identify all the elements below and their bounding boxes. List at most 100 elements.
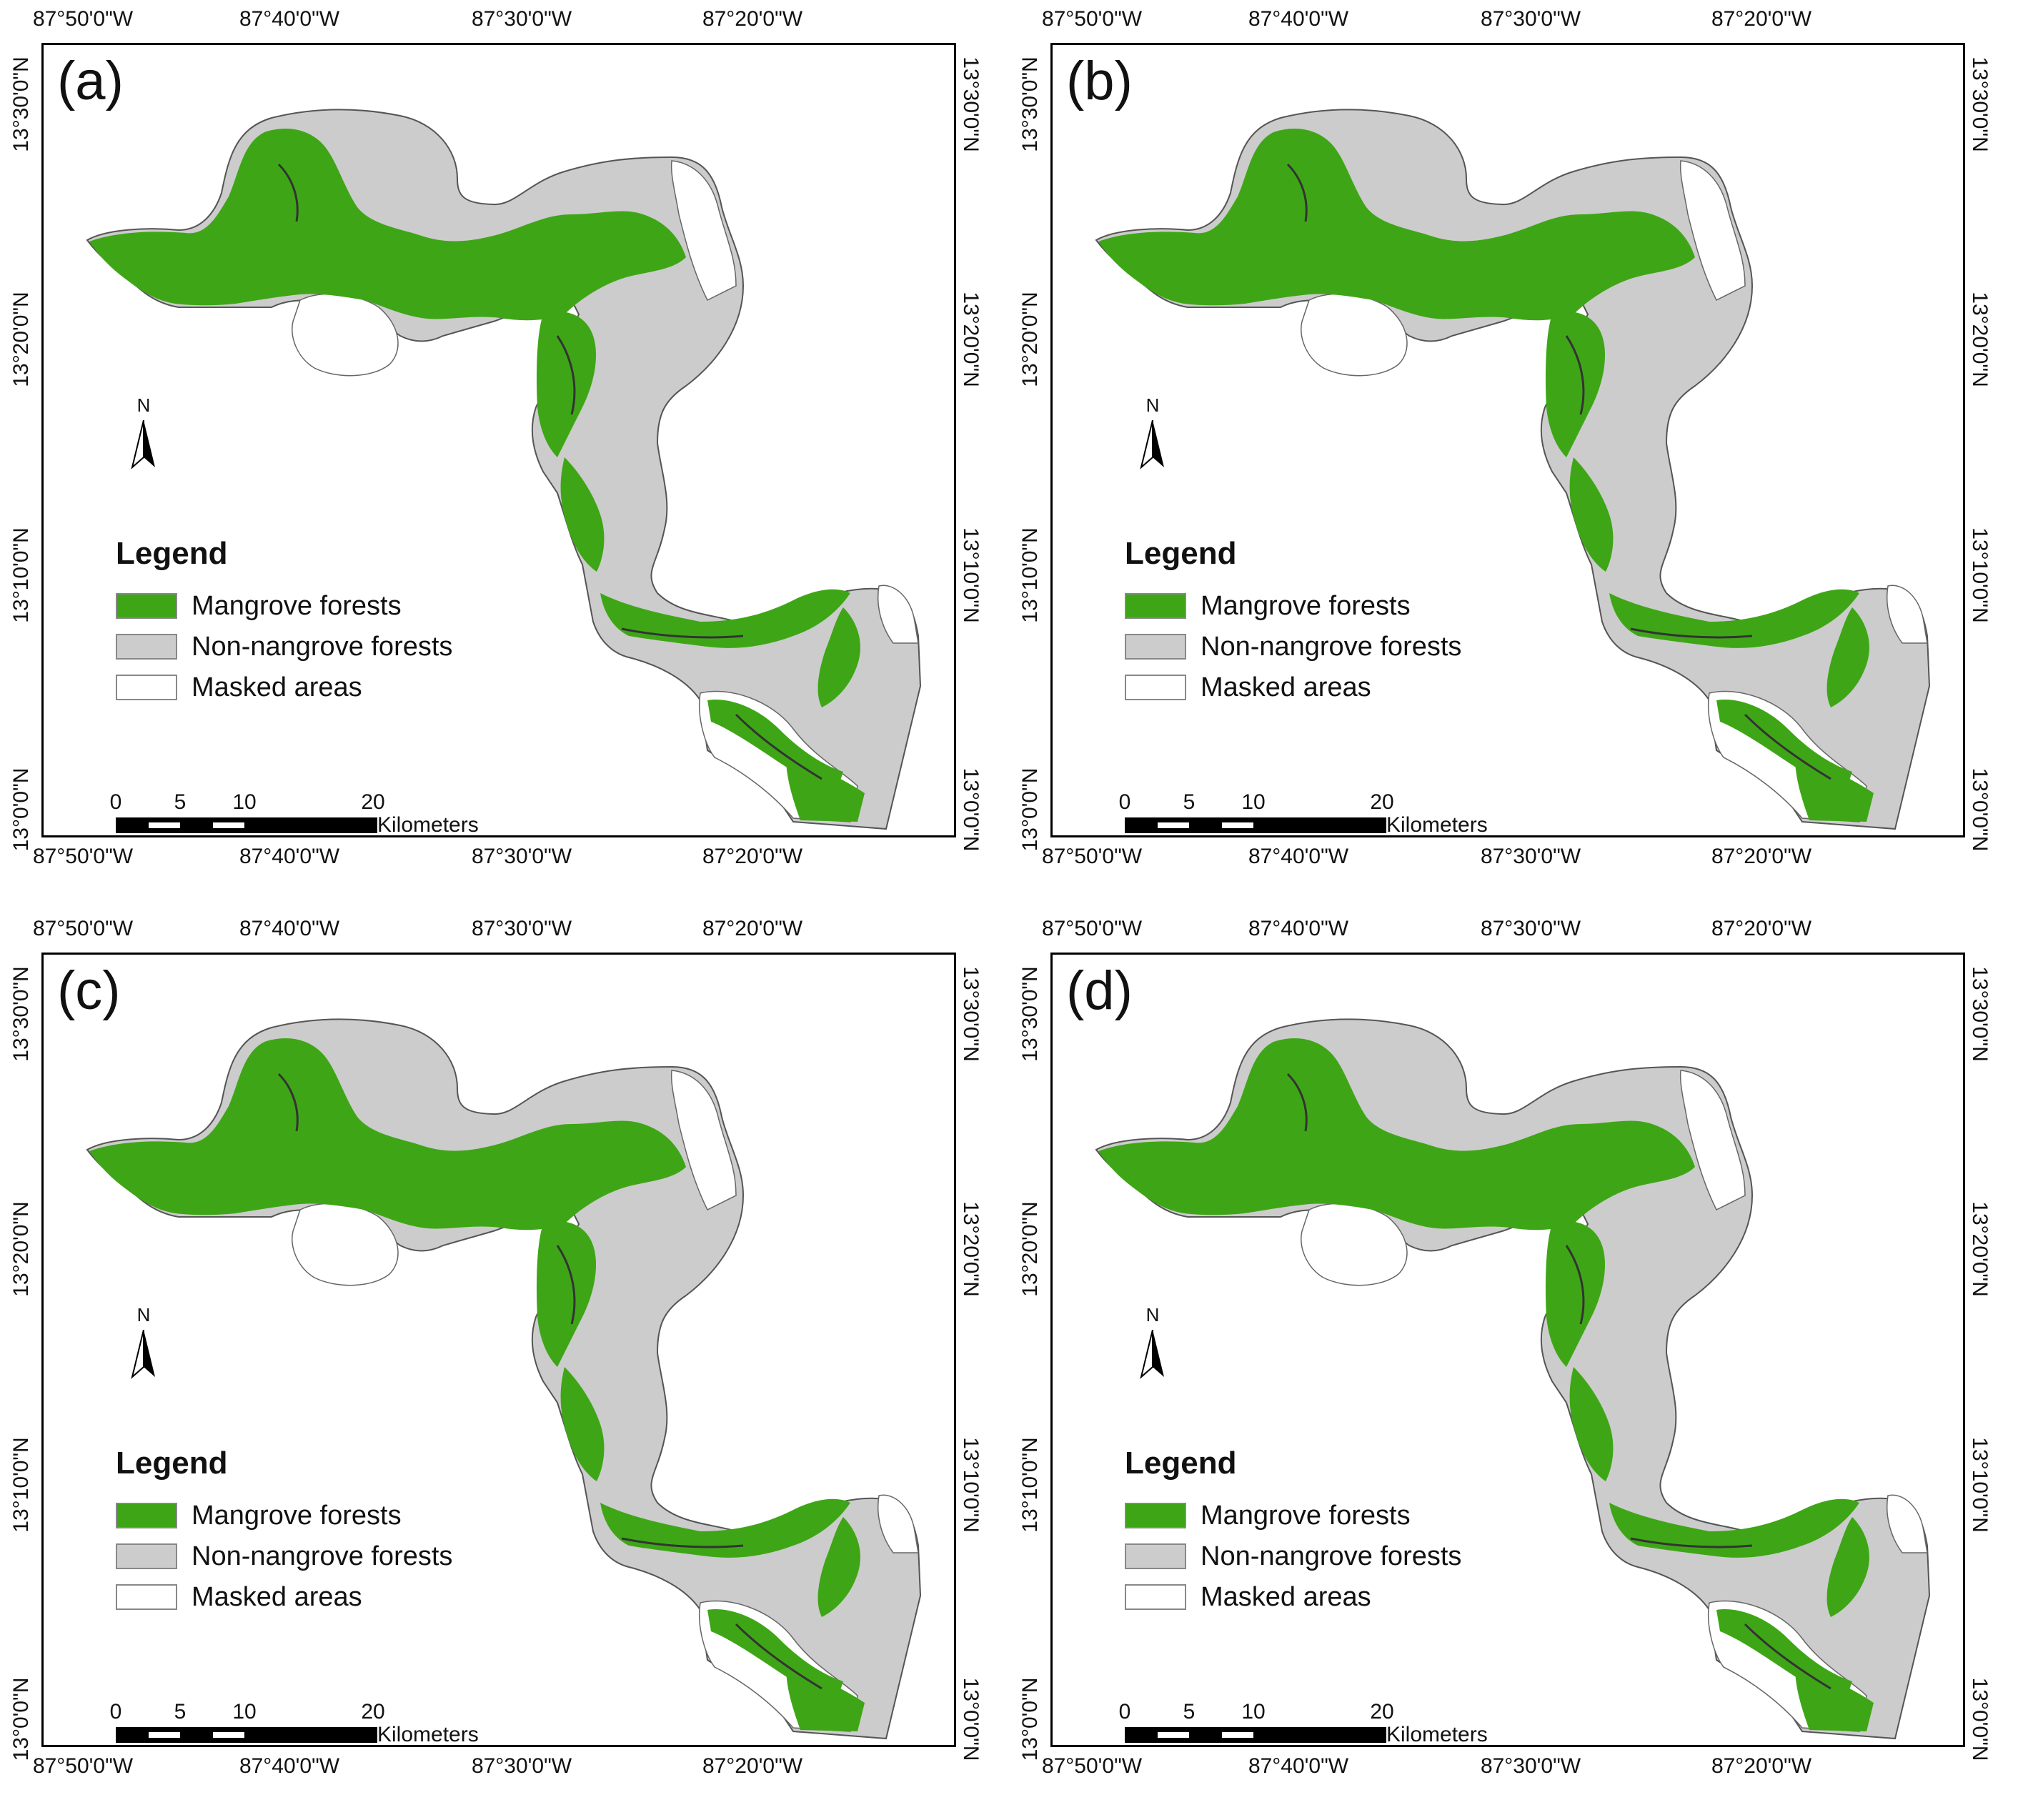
scale-tick: 5: [174, 1700, 187, 1724]
legend-item-non-mangrove: Non-nangrove forests: [116, 1541, 452, 1572]
legend-swatch: [116, 1543, 177, 1569]
lon-tick-top: 87°30'0"W: [1480, 917, 1581, 940]
scale-tick: 10: [1241, 790, 1266, 814]
masked-area: [877, 585, 919, 644]
lon-tick-bottom: 87°20'0"W: [702, 1754, 803, 1778]
study-area-outline: [1095, 109, 1931, 830]
legend-item-masked: Masked areas: [116, 672, 362, 703]
mangrove-patch: [1609, 1498, 1859, 1558]
lon-tick-bottom: 87°40'0"W: [239, 1754, 340, 1778]
lon-tick-top: 87°40'0"W: [1248, 7, 1349, 31]
scale-tick: 20: [1370, 1700, 1394, 1724]
legend-title: Legend: [1125, 1446, 1237, 1481]
mangrove-patch: [89, 1038, 686, 1230]
mangrove-patch: [817, 1517, 860, 1617]
lon-tick-top: 87°30'0"W: [471, 7, 572, 31]
scale-tick: 10: [232, 1700, 257, 1724]
lon-tick-top: 87°30'0"W: [471, 917, 572, 940]
north-label: N: [136, 1304, 151, 1326]
legend-label: Masked areas: [192, 1581, 362, 1612]
north-arrow-icon: [1140, 419, 1164, 469]
scale-bar-graphic: [116, 817, 377, 833]
scale-tick: 10: [1241, 1700, 1266, 1724]
legend-swatch: [1125, 593, 1186, 619]
mangrove-patch: [536, 1221, 597, 1367]
north-label: N: [136, 394, 151, 416]
river-channel: [1286, 1073, 1831, 1690]
scale-tick: 0: [109, 790, 122, 814]
scale-bar-graphic: [1125, 817, 1386, 833]
lon-tick-top: 87°50'0"W: [1041, 917, 1143, 940]
legend-swatch: [116, 1584, 177, 1610]
map-panel-3: 87°50'0"W 87°40'0"W 87°30'0"W 87°20'0"W …: [0, 910, 1009, 1819]
lon-tick-top: 87°50'0"W: [32, 7, 134, 31]
mangrove-patch: [1795, 757, 1874, 822]
scale-tick: 20: [361, 790, 385, 814]
mangrove-patch: [786, 757, 865, 822]
mangrove-patch: [786, 1667, 865, 1731]
mangrove-patch: [1569, 457, 1614, 572]
scale-tick: 5: [1183, 1700, 1196, 1724]
lon-tick-bottom: 87°30'0"W: [471, 1754, 572, 1778]
study-area-map: [1095, 109, 1931, 830]
mangrove-patch: [1545, 312, 1606, 457]
river-channel: [1286, 163, 1831, 780]
mangrove-patch: [269, 165, 312, 234]
mangrove-patch: [1569, 1367, 1614, 1481]
masked-area: [1679, 160, 1746, 302]
legend-label: Masked areas: [1201, 1581, 1371, 1612]
legend-item-masked: Masked areas: [1125, 1581, 1371, 1613]
north-label: N: [1145, 1304, 1160, 1326]
legend-swatch: [1125, 1543, 1186, 1569]
scale-bar-graphic: [1125, 1727, 1386, 1743]
masked-area: [1886, 1494, 1928, 1553]
mangrove-patch: [1795, 1667, 1874, 1731]
scale-tick: 0: [1118, 1700, 1131, 1724]
lon-tick-bottom: 87°30'0"W: [1480, 845, 1581, 868]
legend-item-mangrove: Mangrove forests: [116, 1500, 402, 1531]
lon-tick-top: 87°20'0"W: [702, 7, 803, 31]
north-arrow: N: [1138, 1304, 1167, 1383]
mangrove-patch: [1609, 589, 1859, 648]
legend-item-mangrove: Mangrove forests: [116, 590, 402, 622]
scale-tick: 20: [1370, 790, 1394, 814]
panel-label: (b): [1066, 51, 1133, 111]
scale-bar-graphic: [116, 1727, 377, 1743]
north-arrow: N: [129, 394, 158, 474]
masked-area: [670, 160, 737, 302]
legend-swatch: [116, 1503, 177, 1528]
study-area-outline: [86, 109, 922, 830]
mangrove-patch: [269, 1075, 312, 1144]
north-arrow-icon: [131, 1329, 155, 1379]
mangrove-patch: [1098, 1038, 1695, 1230]
legend-swatch: [1125, 675, 1186, 700]
legend-item-mangrove: Mangrove forests: [1125, 590, 1411, 622]
legend-item-masked: Masked areas: [116, 1581, 362, 1613]
lon-tick-top: 87°20'0"W: [1711, 917, 1812, 940]
north-arrow: N: [129, 1304, 158, 1383]
mangrove-patch: [89, 129, 686, 321]
river-channel: [277, 1073, 822, 1690]
north-label: N: [1145, 394, 1160, 416]
legend-label: Mangrove forests: [192, 1500, 402, 1531]
legend-label: Non-nangrove forests: [1201, 1541, 1462, 1571]
lon-tick-bottom: 87°50'0"W: [1041, 845, 1143, 868]
legend-label: Non-nangrove forests: [192, 1541, 453, 1571]
scale-unit: Kilometers: [377, 813, 479, 837]
lon-tick-bottom: 87°40'0"W: [1248, 1754, 1349, 1778]
legend-swatch: [116, 593, 177, 619]
mangrove-patch: [600, 1498, 850, 1558]
legend-swatch: [116, 634, 177, 660]
legend-swatch: [1125, 1503, 1186, 1528]
map-panel-1: 87°50'0"W 87°40'0"W 87°30'0"W 87°20'0"W …: [0, 0, 1009, 910]
lon-tick-bottom: 87°30'0"W: [1480, 1754, 1581, 1778]
north-arrow-icon: [1140, 1329, 1164, 1379]
legend-item-non-mangrove: Non-nangrove forests: [1125, 1541, 1461, 1572]
lon-tick-bottom: 87°20'0"W: [702, 845, 803, 868]
mangrove-patch: [1826, 1517, 1869, 1617]
legend-label: Mangrove forests: [1201, 1500, 1411, 1531]
lon-tick-bottom: 87°40'0"W: [1248, 845, 1349, 868]
lon-tick-top: 87°20'0"W: [702, 917, 803, 940]
lon-tick-top: 87°40'0"W: [1248, 917, 1349, 940]
scale-tick: 0: [1118, 790, 1131, 814]
